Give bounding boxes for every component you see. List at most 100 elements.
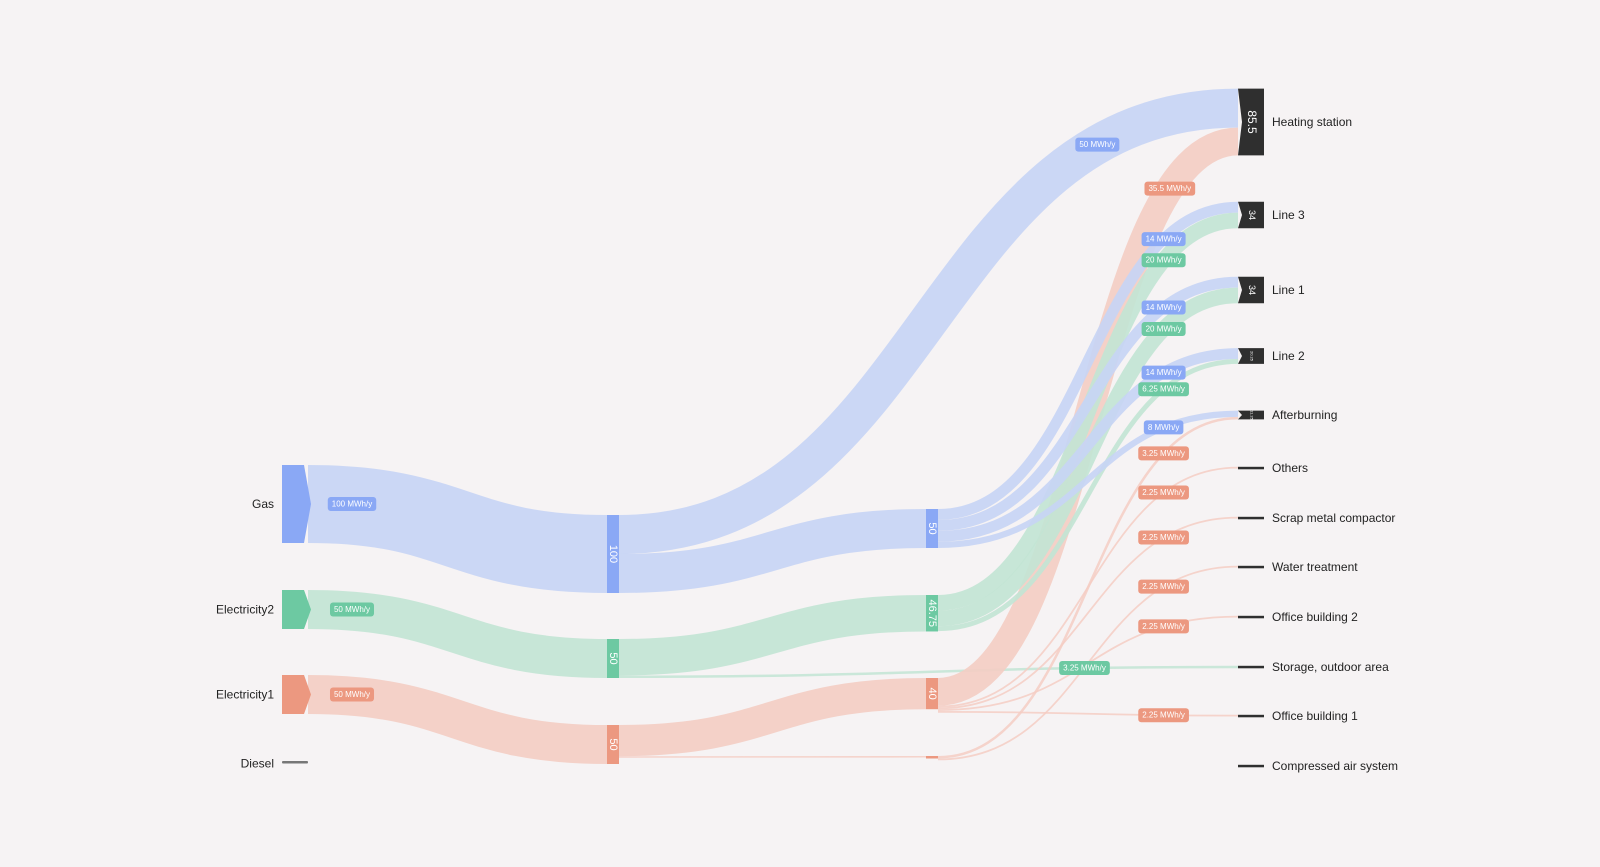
- target-node-value-line-2: 20.25: [1250, 351, 1255, 362]
- link-value-badge: 100 MWh/y: [327, 497, 377, 511]
- link-stage2-2-to-target-5: [937, 466, 1239, 708]
- link-value-badge-bg: [1138, 708, 1189, 723]
- target-label-storage-outdoor-area: Storage, outdoor area: [1272, 660, 1389, 674]
- stage1-node-1[interactable]: [607, 639, 619, 678]
- link-value-badge: 8 MWh/y: [1143, 420, 1184, 435]
- target-node-afterburning[interactable]: [1238, 410, 1264, 420]
- link-value-badge-bg: [1141, 365, 1186, 380]
- source-node-electricity2[interactable]: [282, 590, 311, 629]
- stage1-node-value-0: 100: [607, 545, 619, 563]
- link-value-badge-bg: [329, 602, 375, 617]
- link-value-badge: 50 MWh/y: [329, 687, 375, 702]
- stage1-node-0[interactable]: [607, 515, 619, 593]
- link-value-label: 14 MWh/y: [1146, 235, 1182, 244]
- target-label-heating-station: Heating station: [1272, 115, 1352, 129]
- link-stage1-0-to-target-0: [618, 88, 1239, 554]
- source-node-diesel[interactable]: [282, 761, 308, 764]
- link-value-label: 50 MWh/y: [1079, 140, 1115, 149]
- source-label-electricity1: Electricity1: [216, 688, 274, 702]
- link-value-badge: 2.25 MWh/y: [1138, 530, 1189, 545]
- link-value-label: 2.25 MWh/y: [1142, 488, 1185, 497]
- link-value-badge-bg: [1143, 420, 1184, 435]
- target-node-line-2[interactable]: [1238, 348, 1264, 364]
- link-value-badge-bg: [1059, 661, 1110, 676]
- stage1-node-value-1: 50: [607, 652, 619, 664]
- link-value-label: 14 MWh/y: [1146, 368, 1182, 377]
- link-value-badge: 2.25 MWh/y: [1138, 579, 1189, 594]
- labels-layer: Gas Electricity2 Electricity1 Diesel 100 50 50…: [216, 110, 1398, 773]
- link-value-label: 6.25 MWh/y: [1142, 385, 1185, 394]
- link-value-label: 3.25 MWh/y: [1142, 449, 1185, 458]
- target-node-scrap-metal-compactor[interactable]: [1238, 516, 1264, 520]
- stage2-node-3[interactable]: [926, 756, 938, 759]
- target-label-office-building-1: Office building 1: [1272, 709, 1358, 723]
- stage2-node-value-1: 46.75: [926, 599, 938, 627]
- link-value-badge: 2.25 MWh/y: [1138, 485, 1189, 500]
- link-value-label: 3.25 MWh/y: [1063, 664, 1106, 673]
- stage2-node-1[interactable]: [926, 595, 938, 632]
- target-node-line-1[interactable]: [1238, 276, 1264, 304]
- link-value-label: 2.25 MWh/y: [1142, 533, 1185, 542]
- target-node-water-treatment[interactable]: [1238, 565, 1264, 569]
- target-node-value-heating-station: 85.5: [1245, 110, 1259, 134]
- link-value-badge: 20 MWh/y: [1141, 253, 1186, 268]
- target-node-office-building-1[interactable]: [1238, 714, 1264, 718]
- link-value-badge-bg: [1138, 619, 1189, 634]
- link-value-badge-bg: [1144, 181, 1196, 196]
- stage2-node-value-0: 50: [926, 522, 938, 534]
- link-stage1-1-to-target-9: [618, 665, 1239, 678]
- source-node-gas[interactable]: [282, 465, 311, 543]
- link-value-badge: 2.25 MWh/y: [1138, 708, 1189, 723]
- target-node-value-line-3: 34: [1247, 210, 1257, 220]
- link-stage2-0-to-target-1: [937, 201, 1239, 520]
- source-node-electricity1[interactable]: [282, 675, 311, 714]
- target-node-compressed-air-system[interactable]: [1238, 764, 1264, 768]
- target-label-water-treatment: Water treatment: [1272, 560, 1358, 574]
- link-value-label: 20 MWh/y: [1146, 256, 1182, 265]
- link-value-badge-bg: [329, 687, 375, 702]
- source-label-electricity2: Electricity2: [216, 603, 274, 617]
- target-node-line-3[interactable]: [1238, 201, 1264, 229]
- link-value-label: 20 MWh/y: [1146, 325, 1182, 334]
- target-label-compressed-air-system: Compressed air system: [1272, 759, 1398, 773]
- link-value-label: 14 MWh/y: [1146, 303, 1182, 312]
- target-label-others: Others: [1272, 461, 1308, 475]
- link-value-badge: 14 MWh/y: [1141, 232, 1186, 247]
- link-value-label: 2.25 MWh/y: [1142, 622, 1185, 631]
- target-label-line-3: Line 3: [1272, 208, 1305, 222]
- link-value-badge-bg: [1141, 253, 1186, 268]
- source-label-gas: Gas: [252, 497, 274, 511]
- source-label-diesel: Diesel: [241, 756, 274, 770]
- link-value-badge: 14 MWh/y: [1141, 300, 1186, 315]
- target-node-heating-station[interactable]: [1238, 88, 1264, 156]
- link-value-badge: 3.25 MWh/y: [1059, 661, 1110, 676]
- target-label-scrap-metal-compactor: Scrap metal compactor: [1272, 511, 1395, 525]
- link-value-badge-bg: [1138, 579, 1189, 594]
- link-value-label: 2.25 MWh/y: [1142, 582, 1185, 591]
- link-value-badge-bg: [327, 497, 377, 511]
- link-value-badge-bg: [1141, 232, 1186, 247]
- link-value-badge: 50 MWh/y: [329, 602, 375, 617]
- link-stage2-0-to-target-3: [937, 348, 1239, 542]
- target-label-line-1: Line 1: [1272, 283, 1305, 297]
- link-stage1-1-to-stage2-1: [618, 594, 927, 676]
- link-stage1-0-to-stage2-0: [618, 509, 927, 593]
- target-node-value-afterburning: 11.25: [1250, 410, 1255, 420]
- link-value-badge-bg: [1138, 485, 1189, 500]
- target-node-storage-outdoor-area[interactable]: [1238, 665, 1264, 669]
- link-value-badge: 3.25 MWh/y: [1138, 446, 1189, 461]
- link-value-badge-bg: [1138, 530, 1189, 545]
- link-value-badge-bg: [1141, 322, 1186, 337]
- link-value-badge: 2.25 MWh/y: [1138, 619, 1189, 634]
- target-node-others[interactable]: [1238, 466, 1264, 470]
- link-value-badge: 14 MWh/y: [1141, 365, 1186, 380]
- link-stage2-2-to-target-6: [937, 516, 1239, 710]
- stage1-node-2[interactable]: [607, 725, 619, 764]
- link-value-badge: 50 MWh/y: [1075, 137, 1120, 152]
- target-node-office-building-2[interactable]: [1238, 615, 1264, 619]
- stage2-node-2[interactable]: [926, 678, 938, 710]
- stage2-node-0[interactable]: [926, 509, 938, 548]
- target-node-value-line-1: 34: [1247, 285, 1257, 295]
